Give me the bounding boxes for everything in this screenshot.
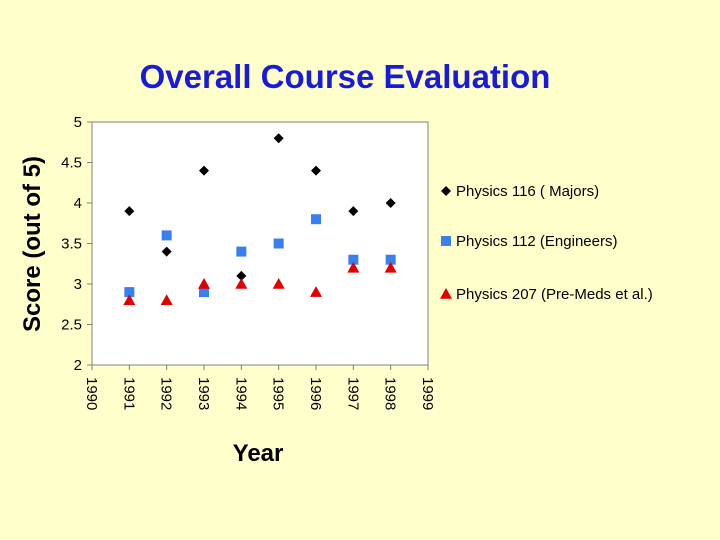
- y-axis-label: Score (out of 5): [19, 156, 46, 332]
- data-point: [310, 286, 322, 297]
- x-tick-label: 1990: [83, 377, 100, 410]
- legend: Physics 116 ( Majors) Physics 112 (Engine…: [440, 183, 653, 303]
- y-tick-label: 3.5: [61, 236, 82, 253]
- x-tick-label: 1997: [344, 377, 361, 410]
- data-point: [311, 165, 321, 176]
- legend-marker: [441, 236, 451, 246]
- legend-label: Physics 116 ( Majors): [456, 183, 599, 200]
- x-tick-label: 1999: [419, 377, 436, 410]
- data-point: [384, 261, 397, 273]
- data-point: [161, 246, 172, 257]
- data-point: [123, 294, 136, 305]
- data-point: [235, 278, 248, 289]
- y-tick-label: 2.5: [61, 317, 82, 334]
- x-tick-label: 1998: [382, 377, 399, 410]
- data-point: [124, 287, 135, 298]
- data-point: [236, 246, 247, 257]
- x-axis-label: Year: [233, 440, 284, 467]
- y-tick-label: 3: [74, 276, 82, 293]
- y-tick-label: 2: [74, 357, 82, 374]
- data-point: [161, 230, 172, 241]
- legend-label: Physics 207 (Pre-Meds et al.): [456, 286, 653, 303]
- data-point: [311, 214, 321, 225]
- data-point: [198, 278, 210, 289]
- data-point: [236, 270, 247, 281]
- x-tick-label: 1995: [270, 377, 287, 410]
- legend-marker: [441, 186, 451, 196]
- legend-label: Physics 112 (Engineers): [456, 233, 617, 250]
- data-point: [348, 254, 359, 265]
- data-point: [273, 133, 284, 144]
- data-point: [273, 238, 284, 249]
- x-tick-label: 1994: [232, 377, 249, 410]
- plot-area: [91, 121, 429, 366]
- data-point: [347, 261, 360, 273]
- legend-marker: [440, 288, 452, 299]
- x-tick-label: 1993: [195, 377, 212, 410]
- y-tick-label: 4: [74, 195, 82, 212]
- y-tick-label: 4.5: [61, 155, 82, 172]
- y-tick-label: 5: [74, 114, 82, 131]
- data-point: [199, 165, 209, 176]
- data-point: [124, 206, 135, 217]
- data-point: [385, 254, 396, 265]
- data-point: [272, 278, 285, 289]
- data-point: [385, 198, 396, 208]
- x-tick-label: 1991: [120, 377, 137, 410]
- data-point: [160, 294, 173, 305]
- chart-title: Overall Course Evaluation: [140, 58, 551, 95]
- x-tick-label: 1996: [307, 377, 324, 410]
- data-point: [199, 287, 209, 298]
- data-point: [348, 206, 359, 217]
- x-tick-label: 1992: [158, 377, 175, 410]
